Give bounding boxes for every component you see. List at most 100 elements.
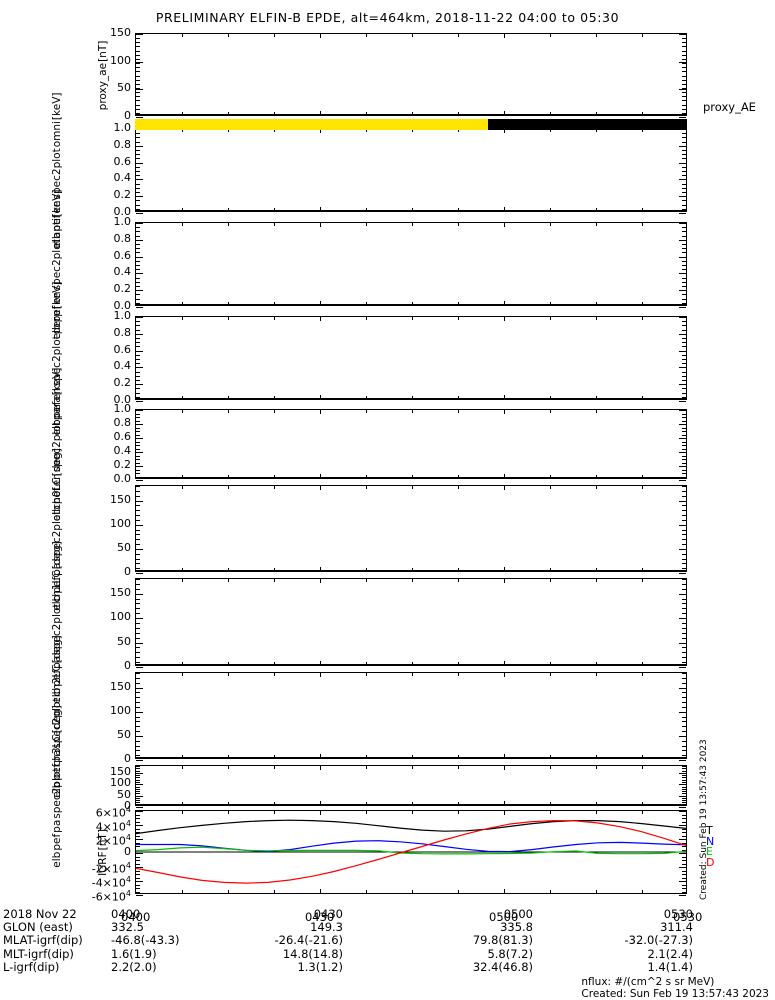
y-minor-tick — [682, 818, 686, 819]
y-minor-tick — [682, 175, 686, 176]
x-minor-tick — [504, 579, 505, 582]
y-minor-tick — [682, 746, 686, 747]
y-minor-tick — [136, 236, 140, 237]
y-minor-tick — [682, 618, 686, 619]
y-tick-label: 0.6 — [113, 248, 132, 262]
y-minor-tick — [136, 789, 140, 790]
y-tick-label: 50 — [117, 634, 131, 648]
x-minor-tick — [596, 112, 597, 115]
ylabel-line: perp — [51, 310, 63, 335]
y-minor-tick — [136, 643, 140, 644]
legend-entry-T: T — [706, 824, 713, 837]
y-tick-label: 0.6 — [113, 342, 132, 356]
y-minor-tick — [682, 628, 686, 629]
y-minor-tick — [136, 154, 140, 155]
y-minor-tick — [682, 338, 686, 339]
y-tick-label: 0.0 — [113, 393, 132, 406]
y-tick-label: 0.0 — [113, 299, 132, 312]
y-minor-tick — [682, 321, 686, 322]
y-minor-tick — [136, 252, 140, 253]
y-minor-tick — [136, 717, 140, 718]
x-minor-tick — [366, 410, 367, 413]
x-minor-tick — [182, 662, 183, 665]
ylabel-line: [deg] — [51, 447, 63, 476]
y-tick-label: 0.2 — [113, 458, 132, 471]
x-minor-tick — [642, 890, 643, 893]
y-minor-tick — [682, 633, 686, 634]
created-watermark: Created: Sun Feb 19 13:57:43 2023 — [699, 739, 709, 900]
y-minor-tick — [136, 380, 140, 381]
y-tick-label: 50 — [117, 81, 131, 95]
y-minor-tick — [136, 775, 140, 776]
ylabel-line: [deg] — [51, 541, 63, 570]
y-minor-tick — [136, 771, 140, 772]
x-minor-tick — [182, 579, 183, 582]
x-minor-tick — [366, 890, 367, 893]
annotation-value: 1.6(1.9) — [111, 946, 157, 961]
y-major-tick — [136, 62, 143, 63]
y-minor-tick — [136, 787, 140, 788]
x-minor-tick — [596, 129, 597, 132]
y-minor-tick — [682, 501, 686, 502]
x-minor-tick — [366, 568, 367, 571]
y-minor-tick — [136, 466, 140, 467]
x-minor-tick — [642, 568, 643, 571]
y-minor-tick — [682, 92, 686, 93]
y-minor-tick — [682, 51, 686, 52]
x-minor-tick — [550, 486, 551, 489]
x-minor-tick — [274, 755, 275, 758]
x-minor-tick — [412, 129, 413, 132]
y-minor-tick — [136, 325, 140, 326]
y-minor-tick — [682, 100, 686, 101]
y-minor-tick — [682, 750, 686, 751]
proxy-ae-trace — [136, 114, 686, 115]
y-minor-tick — [682, 780, 686, 781]
y-tick-label: 0.0 — [113, 205, 132, 218]
x-minor-tick — [412, 890, 413, 893]
y-tick-label: 100 — [110, 610, 131, 624]
y-minor-tick — [136, 257, 140, 258]
y-tick-label: 0 — [124, 799, 131, 812]
y-minor-tick — [682, 775, 686, 776]
y-minor-tick — [136, 223, 140, 224]
y-tick-label: 0 — [124, 659, 131, 672]
x-minor-tick — [596, 755, 597, 758]
y-minor-tick — [136, 568, 140, 569]
proxy-ae-right-label: proxy_AE — [703, 100, 756, 114]
y-minor-tick — [682, 200, 686, 201]
x-minor-tick — [412, 486, 413, 489]
x-minor-tick — [274, 475, 275, 478]
x-minor-tick — [366, 396, 367, 399]
y-minor-tick — [136, 163, 140, 164]
x-minor-tick — [228, 410, 229, 413]
y-minor-tick — [136, 853, 140, 854]
y-minor-tick — [136, 843, 140, 844]
y-minor-tick — [682, 113, 686, 114]
y-minor-tick — [136, 486, 140, 487]
y-minor-tick — [136, 638, 140, 639]
y-minor-tick — [136, 534, 140, 535]
igrf-series-D — [136, 819, 686, 884]
y-tick-label: 50 — [117, 787, 131, 801]
panel-igrf — [135, 810, 687, 896]
x-minor-tick — [504, 223, 505, 226]
footer-notes: nflux: #/(cm^2 s sr MeV) Created: Sun Fe… — [581, 976, 769, 1000]
x-minor-tick — [228, 34, 229, 37]
y-minor-tick — [136, 662, 140, 663]
x-minor-tick — [642, 302, 643, 305]
x-minor-tick — [274, 208, 275, 211]
y-minor-tick — [682, 463, 686, 464]
y-minor-tick — [136, 431, 140, 432]
x-minor-tick — [504, 811, 505, 814]
x-minor-tick — [550, 568, 551, 571]
y-minor-tick — [136, 798, 140, 799]
x-minor-tick — [550, 579, 551, 582]
y-tick-label: 0.4 — [113, 359, 132, 373]
y-minor-tick — [136, 269, 140, 270]
y-minor-tick — [136, 196, 140, 197]
x-minor-tick — [320, 475, 321, 478]
y-minor-tick — [682, 846, 686, 847]
y-tick-label: 4×104 — [95, 819, 131, 834]
y-minor-tick — [136, 265, 140, 266]
y-minor-tick — [136, 428, 140, 429]
